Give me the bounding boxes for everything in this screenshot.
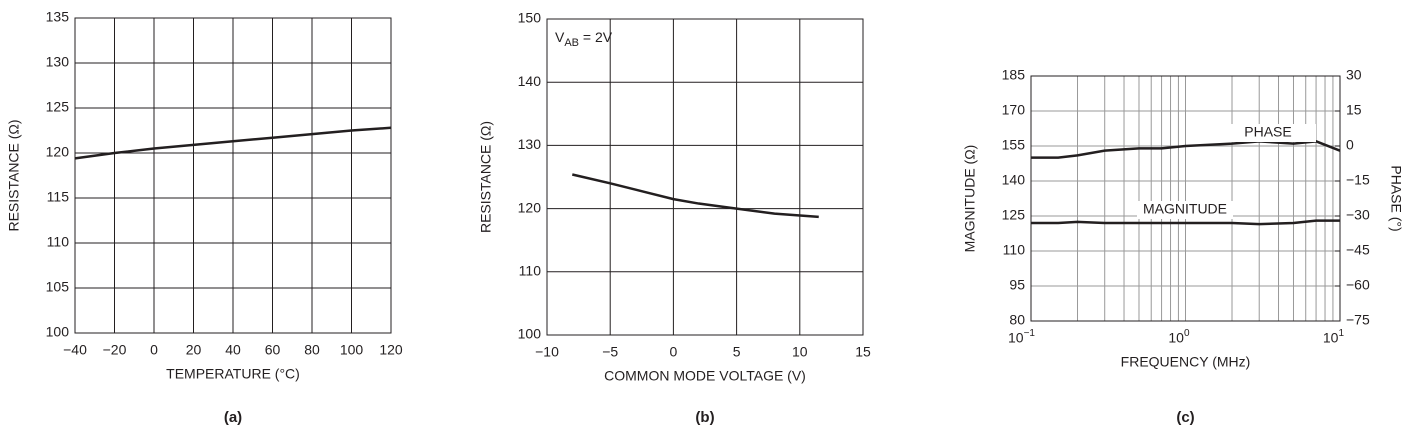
y-tick-label: 125 bbox=[1002, 207, 1026, 223]
x-tick-label: 5 bbox=[733, 344, 741, 360]
series-label: MAGNITUDE bbox=[1143, 201, 1227, 217]
series-label-bg bbox=[1137, 201, 1233, 219]
data-line bbox=[571, 173, 819, 219]
annotation-suffix: = 2V bbox=[579, 29, 613, 45]
x-tick-label: 0 bbox=[150, 342, 158, 358]
x-tick-label: −20 bbox=[103, 342, 127, 358]
y-tick-label: 110 bbox=[47, 234, 70, 250]
y-tick-label: 115 bbox=[47, 189, 70, 205]
x-axis-label: FREQUENCY (MHz) bbox=[1121, 354, 1251, 370]
x-tick-label: 101 bbox=[1323, 328, 1345, 346]
x-axis-label: COMMON MODE VOLTAGE (V) bbox=[604, 368, 806, 384]
y2-tick-label: −30 bbox=[1346, 207, 1370, 223]
x-tick-label: 100 bbox=[340, 342, 364, 358]
y-tick-label: 100 bbox=[518, 326, 542, 342]
y-axis-label: RESISTANCE (Ω) bbox=[478, 121, 494, 233]
x-tick-label: 15 bbox=[855, 344, 871, 360]
x-tick-exponent: −1 bbox=[1024, 328, 1036, 339]
y-tick-label: 95 bbox=[1009, 277, 1025, 293]
chart: −10 −5 0 5 10 15 100 110 120 130 140 150 VAB = 2V COM… bbox=[478, 10, 871, 426]
y2-tick-label: −60 bbox=[1346, 277, 1370, 293]
y2-tick-label: 0 bbox=[1346, 137, 1354, 153]
x-tick-label: −40 bbox=[63, 342, 87, 358]
y-tick-label: 100 bbox=[46, 324, 70, 340]
x-tick-label: 40 bbox=[225, 342, 241, 358]
y-tick-label: 185 bbox=[1002, 67, 1026, 83]
y-tick-label: 125 bbox=[46, 99, 70, 115]
x-tick-label: 20 bbox=[186, 342, 202, 358]
series-line bbox=[1031, 140, 1341, 159]
y-tick-label: 120 bbox=[518, 199, 542, 215]
y-tick-label: 120 bbox=[46, 144, 70, 160]
plot-frame bbox=[74, 17, 392, 334]
y2-tick-label: −45 bbox=[1346, 242, 1370, 258]
annotation-subscript: AB bbox=[564, 37, 579, 49]
chart: −40 −20 0 20 40 60 80 100 120 100 105 110 115 120 125 1… bbox=[6, 9, 403, 426]
series-label-bg bbox=[1220, 124, 1316, 142]
y-tick-label: 140 bbox=[518, 73, 542, 89]
y-tick-label: 110 bbox=[519, 263, 542, 279]
x-tick-exponent: 1 bbox=[1338, 328, 1344, 339]
series-label: PHASE bbox=[1244, 124, 1291, 140]
x-tick-label: 100 bbox=[1168, 328, 1190, 346]
x-tick-label: 80 bbox=[304, 342, 320, 358]
annotation: VAB = 2V bbox=[555, 29, 613, 49]
x-tick-label: 10 bbox=[792, 344, 808, 360]
y-tick-label: 155 bbox=[1002, 137, 1026, 153]
caption: (b) bbox=[695, 409, 714, 426]
y-axis-label: MAGNITUDE (Ω) bbox=[962, 145, 978, 253]
y-axis-label: RESISTANCE (Ω) bbox=[6, 119, 22, 231]
y-tick-label: 130 bbox=[518, 136, 542, 152]
x-tick-label: −5 bbox=[602, 344, 618, 360]
y-tick-label: 135 bbox=[46, 9, 70, 25]
x-tick-label: −10 bbox=[535, 344, 559, 360]
y2-axis-label: PHASE (°) bbox=[1388, 165, 1404, 231]
y-tick-label: 150 bbox=[518, 10, 542, 26]
plot-frame bbox=[1030, 75, 1341, 322]
data-line bbox=[74, 126, 392, 160]
caption: (c) bbox=[1176, 409, 1194, 426]
y-tick-label: 105 bbox=[46, 279, 70, 295]
y-tick-label: 110 bbox=[1003, 242, 1026, 258]
y-tick-label: 170 bbox=[1002, 102, 1026, 118]
y2-tick-label: −15 bbox=[1346, 172, 1370, 188]
annotation-text: V bbox=[555, 29, 565, 45]
y-tick-label: 140 bbox=[1002, 172, 1026, 188]
y-tick-label: 130 bbox=[46, 54, 70, 70]
x-axis-label: TEMPERATURE (°C) bbox=[166, 366, 300, 382]
x-tick-label: 60 bbox=[265, 342, 281, 358]
series-line bbox=[1031, 219, 1340, 226]
y2-tick-label: 30 bbox=[1346, 67, 1362, 83]
y-tick-label: 80 bbox=[1009, 312, 1025, 328]
y2-tick-label: −75 bbox=[1346, 312, 1370, 328]
chart: 10−1 100 1018095110125140155170185−75−60−4… bbox=[962, 67, 1405, 426]
caption: (a) bbox=[224, 409, 242, 426]
x-tick-label: 10−1 bbox=[1008, 328, 1035, 346]
x-tick-label: 0 bbox=[670, 344, 678, 360]
x-tick-exponent: 0 bbox=[1184, 328, 1190, 339]
x-tick-label: 120 bbox=[379, 342, 403, 358]
plot-frame bbox=[546, 18, 864, 336]
y2-tick-label: 15 bbox=[1346, 102, 1362, 118]
